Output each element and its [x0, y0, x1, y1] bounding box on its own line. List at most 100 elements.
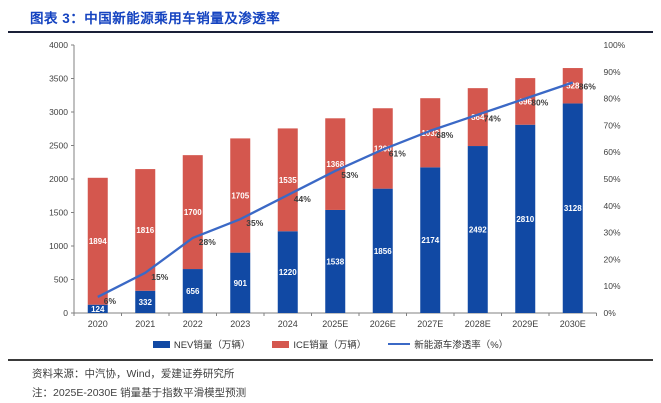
bar-value-label-nev: 1856: [374, 247, 392, 256]
left-axis-tick-label: 1000: [49, 241, 68, 251]
footer-rule: [8, 359, 653, 361]
bar-value-label-nev: 124: [91, 305, 105, 314]
x-axis-category-label: 2028E: [465, 319, 491, 329]
bar-segment-nev: [182, 269, 203, 313]
bar-value-label-nev: 1220: [279, 268, 297, 277]
legend-label-penetration: 新能源车渗透率（%）: [414, 340, 509, 351]
ice-series-swatch: [272, 340, 290, 348]
bar-value-label-nev: 901: [234, 279, 248, 288]
penetration-point-label: 6%: [104, 296, 117, 306]
x-axis-category-label: 2030E: [560, 319, 586, 329]
bar-segment-nev: [562, 103, 583, 313]
bar-value-label-ice: 696: [519, 97, 533, 106]
right-axis-tick-label: 70%: [604, 120, 621, 130]
bar-value-label-ice: 1894: [89, 237, 107, 246]
x-axis-category-label: 2020: [88, 319, 108, 329]
legend-label-nev: NEV销量（万辆）: [173, 340, 251, 351]
bar-segment-nev: [277, 231, 298, 313]
left-axis-tick-label: 3000: [49, 107, 68, 117]
bar-value-label-nev: 1538: [326, 257, 344, 266]
x-axis-category-label: 2021: [135, 319, 155, 329]
left-axis-tick-label: 4000: [49, 40, 68, 50]
bar-segment-ice: [467, 88, 488, 147]
bar-segment-nev: [87, 304, 108, 313]
bar-value-label-ice: 1705: [231, 192, 249, 201]
penetration-point-label: 28%: [199, 237, 216, 247]
title-rule: [8, 31, 653, 33]
bar-segment-ice: [515, 78, 536, 125]
x-axis-category-label: 2029E: [512, 319, 538, 329]
penetration-line-swatch: [388, 343, 411, 345]
bar-value-label-ice: 1700: [184, 208, 202, 217]
bar-segment-nev: [372, 188, 393, 313]
right-axis-tick-label: 0%: [604, 308, 617, 318]
bar-value-label-ice: 1535: [279, 176, 297, 185]
x-axis-category-label: 2022: [183, 319, 203, 329]
model-note: 注：2025E-2030E 销量基于指数平滑模型预测: [32, 387, 247, 399]
left-axis-tick-label: 2500: [49, 141, 68, 151]
x-axis-category-label: 2027E: [417, 319, 443, 329]
bar-value-label-ice: 864: [471, 113, 485, 122]
right-axis-tick-label: 100%: [604, 40, 626, 50]
legend-item-ice: ICE销量（万辆）: [272, 337, 366, 351]
legend-item-penetration: 新能源车渗透率（%）: [388, 337, 508, 351]
x-axis-category-label: 2026E: [370, 319, 396, 329]
bar-value-label-nev: 332: [139, 298, 153, 307]
penetration-point-label: 68%: [436, 130, 453, 140]
combo-chart: 0 500 1000 1500 2000 2500 3000 3500 4000 0% 10% 20%…: [49, 40, 626, 329]
bar-segment-ice: [230, 138, 251, 253]
bar-value-label-nev: 2810: [516, 215, 534, 224]
right-axis-tick-label: 30%: [604, 228, 621, 238]
right-axis-tick-label: 40%: [604, 201, 621, 211]
penetration-point-label: 74%: [484, 114, 501, 124]
penetration-point-label: 53%: [341, 170, 358, 180]
bar-value-label-ice: 1032: [421, 129, 439, 138]
chart-legend: NEV销量（万辆） ICE销量（万辆） 新能源车渗透率（%）: [0, 336, 661, 352]
bar-segment-nev: [420, 167, 441, 313]
right-axis-tick-label: 10%: [604, 281, 621, 291]
bar-value-label-ice: 1816: [136, 226, 154, 235]
figure-title: 图表 3：中国新能源乘用车销量及渗透率: [30, 11, 281, 26]
bar-segment-ice: [562, 68, 583, 104]
bar-value-label-nev: 3128: [564, 204, 582, 213]
penetration-point-label: 80%: [531, 98, 548, 108]
bar-segment-nev: [325, 209, 346, 313]
bar-value-label-ice: 528: [566, 82, 580, 91]
right-axis-tick-label: 80%: [604, 94, 621, 104]
bar-segment-nev: [135, 290, 156, 313]
left-axis-tick-label: 1500: [49, 208, 68, 218]
bar-segment-nev: [515, 124, 536, 313]
bar-segment-ice: [420, 98, 441, 168]
x-axis-category-label: 2023: [230, 319, 250, 329]
left-axis-tick-label: 3500: [49, 74, 68, 84]
bar-value-label-nev: 2174: [421, 236, 439, 245]
penetration-point-label: 86%: [579, 82, 596, 92]
right-axis-tick-label: 20%: [604, 254, 621, 264]
right-axis-tick-label: 90%: [604, 67, 621, 77]
penetration-point-label: 61%: [389, 149, 406, 159]
x-axis-category-label: 2025E: [322, 319, 348, 329]
bar-value-label-nev: 656: [186, 287, 200, 296]
penetration-point-label: 35%: [246, 218, 263, 228]
penetration-rate-line: [97, 81, 574, 298]
bar-value-label-nev: 2492: [469, 226, 487, 235]
bar-segment-ice: [325, 118, 346, 210]
left-axis-tick-label: 2000: [49, 174, 68, 184]
bar-segment-ice: [87, 177, 108, 305]
bar-value-label-ice: 1368: [326, 160, 344, 169]
left-axis-tick-label: 500: [54, 275, 68, 285]
x-axis-category-label: 2024: [278, 319, 298, 329]
bar-segment-ice: [135, 169, 156, 291]
legend-item-nev: NEV销量（万辆）: [152, 337, 251, 351]
penetration-point-label: 15%: [151, 272, 168, 282]
right-axis-tick-label: 60%: [604, 147, 621, 157]
penetration-point-label: 44%: [294, 194, 311, 204]
bar-segment-nev: [467, 146, 488, 313]
right-axis-tick-label: 50%: [604, 174, 621, 184]
bar-segment-nev: [230, 252, 251, 313]
legend-label-ice: ICE销量（万辆）: [293, 340, 367, 351]
bar-segment-ice: [277, 128, 298, 232]
nev-series-swatch: [152, 340, 170, 348]
left-axis-tick-label: 0: [63, 308, 68, 318]
